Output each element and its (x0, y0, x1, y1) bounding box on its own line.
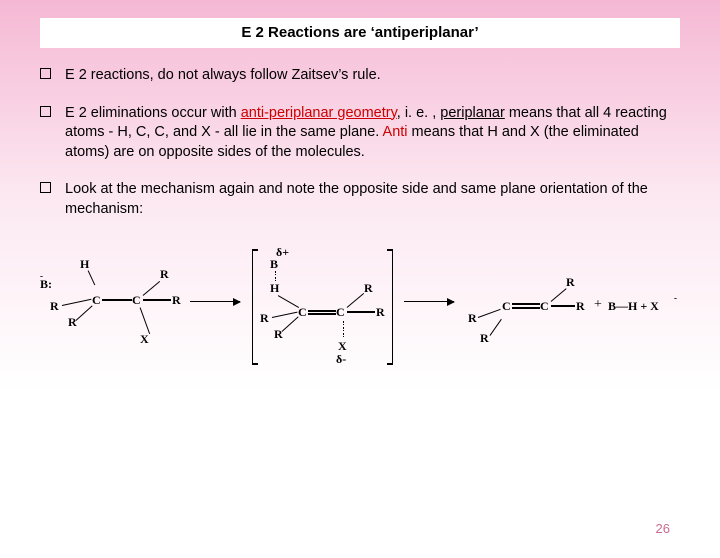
partial-bond (343, 333, 345, 337)
bullet-2: E 2 eliminations occur with anti-peripla… (40, 104, 680, 163)
products-tail: B—H + X (608, 299, 659, 314)
bond-line (272, 312, 298, 319)
bracket-line (252, 363, 258, 364)
bond-line (278, 295, 299, 308)
bracket-line (387, 249, 393, 250)
minus-charge: - (674, 293, 677, 303)
bond-line (551, 305, 575, 306)
bullet-marker-icon (40, 106, 51, 117)
minus-charge: - (40, 271, 43, 281)
slide-title: E 2 Reactions are ‘antiperiplanar’ (241, 24, 478, 41)
bond-line (87, 271, 95, 286)
partial-bond (275, 271, 277, 275)
bond-line (143, 299, 171, 300)
r-label: R (260, 311, 269, 326)
r-label: R (576, 299, 585, 314)
bullet-2-red-underline: anti-periplanar geometry (241, 105, 397, 121)
delta-minus-label: δ- (336, 352, 346, 367)
bond-line (347, 293, 365, 308)
bullet-1: E 2 reactions, do not always follow Zait… (40, 66, 680, 86)
bullet-3-pre: Look at the mechanism again and note the… (65, 181, 648, 217)
bullet-1-text: E 2 reactions, do not always follow Zait… (65, 66, 381, 86)
bullet-2-underline: periplanar (440, 105, 505, 121)
bullet-2-mid: , i. e. , (397, 105, 441, 121)
bond-line (102, 299, 132, 300)
bullet-marker-icon (40, 182, 51, 193)
bullet-3: Look at the mechanism again and note the… (40, 180, 680, 219)
bullet-1-pre: E 2 reactions, do not always follow Zait… (65, 67, 381, 83)
r-label: R (468, 311, 477, 326)
c-label: C (92, 293, 101, 308)
bracket-line (252, 249, 258, 250)
plus-sign: + (594, 297, 602, 313)
b-label: B (270, 257, 278, 272)
title-bar: E 2 Reactions are ‘antiperiplanar’ (40, 18, 680, 48)
bracket-line (392, 249, 393, 364)
bond-line (282, 317, 299, 333)
mechanism-diagram: B: - H R R C C R R X δ+ B H R R C C R R … (40, 237, 680, 407)
bond-line (308, 310, 336, 311)
bond-line (139, 308, 150, 335)
r-label: R (480, 331, 489, 346)
x-label: X (140, 332, 149, 347)
c-label: C (336, 305, 345, 320)
r-label: R (364, 281, 373, 296)
bond-line (308, 313, 336, 314)
bond-line (143, 281, 161, 296)
bullet-3-text: Look at the mechanism again and note the… (65, 180, 680, 219)
c-label: C (132, 293, 141, 308)
r-label: R (68, 315, 77, 330)
c-label: C (298, 305, 307, 320)
page-number: 26 (656, 521, 670, 536)
bond-line (490, 319, 502, 336)
reaction-arrow-icon (190, 301, 240, 302)
r-label: R (376, 305, 385, 320)
bond-line (551, 289, 567, 303)
bullet-marker-icon (40, 68, 51, 79)
r-label: R (160, 267, 169, 282)
bond-line (62, 299, 92, 306)
bullet-2-pre: E 2 eliminations occur with (65, 105, 241, 121)
bullet-2-text: E 2 eliminations occur with anti-peripla… (65, 104, 680, 163)
bond-line (347, 311, 375, 312)
bond-line (478, 309, 501, 318)
r-label: R (50, 299, 59, 314)
partial-bond (343, 321, 345, 325)
c-label: C (502, 299, 511, 314)
bond-line (512, 307, 540, 308)
bond-line (512, 303, 540, 304)
bond-line (76, 306, 93, 322)
partial-bond (343, 327, 345, 331)
reaction-arrow-icon (404, 301, 454, 302)
bracket-line (387, 363, 393, 364)
body-content: E 2 reactions, do not always follow Zait… (0, 48, 720, 219)
r-label: R (172, 293, 181, 308)
r-label: R (566, 275, 575, 290)
bullet-2-red2: Anti (383, 124, 408, 140)
c-label: C (540, 299, 549, 314)
bracket-line (252, 249, 253, 364)
